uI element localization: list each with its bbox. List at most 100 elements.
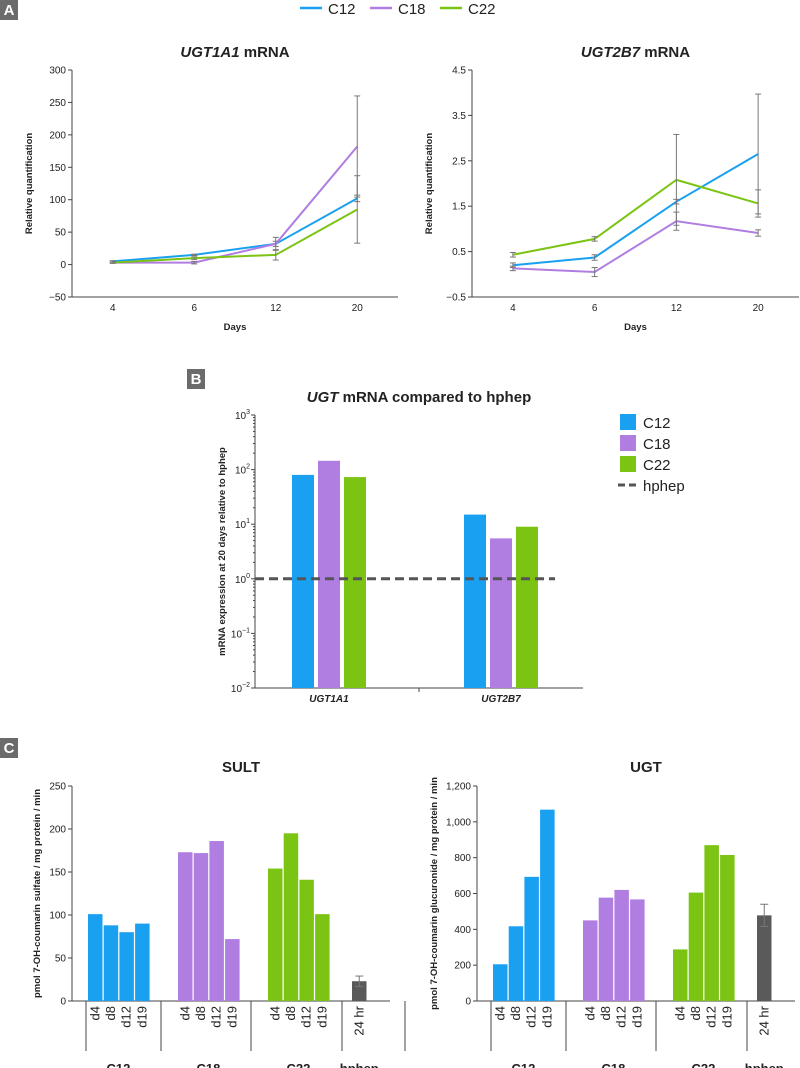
y-tick-label: 100 [49,911,66,922]
bar-c22-d4 [673,949,688,1001]
y-tick-label: 1.5 [452,202,466,213]
error-bar-c22 [755,189,762,218]
group-label-c22: C22 [286,1061,310,1068]
error-bar-c22 [109,261,116,264]
y-tick-label: 250 [49,98,66,109]
y-tick-label: 0.5 [452,247,466,258]
bar-label: d8 [103,1006,118,1020]
error-bar-c22 [191,256,198,260]
legend: C12 C18 C22 hphep [618,414,685,495]
error-bar-c18 [191,260,198,265]
legend-swatch-c18 [620,435,636,451]
bar-c22-d19 [315,914,330,1001]
y-tick-label: 50 [55,954,67,965]
y-tick-label: 2.5 [452,156,466,167]
y-tick-label: 102 [235,464,250,477]
bar-label: d12 [524,1006,539,1028]
y-axis-title: pmol 7-OH-coumarin sulfate / mg protein … [32,789,43,998]
group-label-c18: C18 [196,1061,220,1068]
x-tick-label: 12 [671,303,683,314]
bar-c18-d12 [614,889,629,1001]
error-bar-c12 [591,254,598,261]
error-bar-c22 [673,133,680,226]
bar-label: d4 [492,1006,507,1020]
bar-ugt2b7-c12 [464,514,486,688]
legend-swatch-c12 [620,414,636,430]
x-tick-label: 20 [352,303,364,314]
legend-label-c22: C22 [468,1,496,18]
y-tick-label: 100 [235,573,250,586]
bar-c18-d19 [630,899,645,1001]
bar-ugt1a1-c18 [318,460,340,688]
legend-label-c12: C12 [643,415,671,432]
bar-c18-d8 [598,897,614,1001]
error-bar-hphep [355,975,364,987]
bar-c18-d4 [178,852,193,1001]
chart-ugt-vs-hphep: UGT mRNA compared to hphep 10−2 10−1 100 101… [217,389,685,705]
bar-label: 24 hr [756,1005,771,1035]
bar-label: 24 hr [351,1005,366,1035]
bar-label: d19 [539,1006,554,1028]
legend-label-c18: C18 [643,436,671,453]
y-tick-label: 250 [49,782,66,793]
x-axis-title: Days [624,322,647,333]
x-axis-title: Days [224,322,247,333]
group-label-c12: C12 [511,1061,535,1068]
bar-c12-d12 [524,876,539,1001]
y-tick-label: 200 [49,130,66,141]
bar-label: d4 [672,1006,687,1020]
chart-title: UGT2B7 mRNA [581,44,690,61]
x-tick-label: 6 [592,303,598,314]
y-axis-title: pmol 7-OH-coumarin glucuronide / mg prot… [429,777,440,1010]
group-label-c18: C18 [601,1061,625,1068]
bar-label: d4 [267,1006,282,1020]
bar-label: d12 [209,1006,224,1028]
bar-label: d19 [629,1006,644,1028]
y-axis-title: mRNA expression at 20 days relative to h… [217,447,228,656]
y-tick-label: 150 [49,868,66,879]
group-label-hphep: hphep [745,1061,784,1068]
bar-label: d19 [314,1006,329,1028]
panel-label-a: A [0,0,18,20]
bar-c22-d8 [283,833,299,1001]
y-tick-label: 1,200 [446,782,471,793]
y-tick-label: 50 [55,228,67,239]
y-tick-label: 200 [454,961,471,972]
series-line-c22 [512,178,759,256]
bar-c12-d19 [135,923,150,1001]
bar-label: d12 [299,1006,314,1028]
bar-label: d12 [704,1006,719,1028]
bar-c12-d4 [88,914,103,1001]
bar-label: d12 [614,1006,629,1028]
chart-ugt-activity: UGT 0 200 400 600 800 1,000 1,200 pmol 7-OH-coum… [429,759,795,1068]
bar-c18-d8 [193,853,209,1001]
series-line-c22 [112,208,358,264]
chart-ugt1a1-mrna: UGT1A1 mRNA −50 0 50 100 150 200 250 300 4 6 12 20 Da… [24,44,398,333]
bar-label: d8 [193,1006,208,1020]
bar-label: d8 [598,1006,613,1020]
bar-c12-d8 [103,925,119,1001]
chart-sult-activity: SULT 0 50 100 150 200 250 pmol 7-OH-coumarin su… [32,759,406,1068]
legend-swatch-c22 [620,456,636,472]
y-tick-label: 3.5 [452,111,466,122]
bar-c12-d19 [540,809,555,1001]
error-bar-c18 [755,229,762,237]
x-tick-label: 20 [753,303,765,314]
y-tick-label: 100 [49,195,66,206]
bar-c22-d4 [268,868,283,1001]
error-bar-c22 [272,249,279,261]
bar-label: d19 [224,1006,239,1028]
chart-title: UGT [630,759,662,776]
bar-label: d19 [719,1006,734,1028]
x-tick-label: UGT2B7 [481,694,521,705]
series-line-c12 [512,153,759,267]
x-tick-label: 4 [110,303,116,314]
series-line-c18 [112,145,359,264]
y-tick-label: 0 [60,260,66,271]
legend-label-c12: C12 [328,1,356,18]
error-bar-hphep [760,903,769,927]
bar-c22-d12 [299,879,314,1001]
bar-ugt2b7-c22 [516,526,538,688]
legend-label-c18: C18 [398,1,426,18]
group-label-c22: C22 [691,1061,715,1068]
